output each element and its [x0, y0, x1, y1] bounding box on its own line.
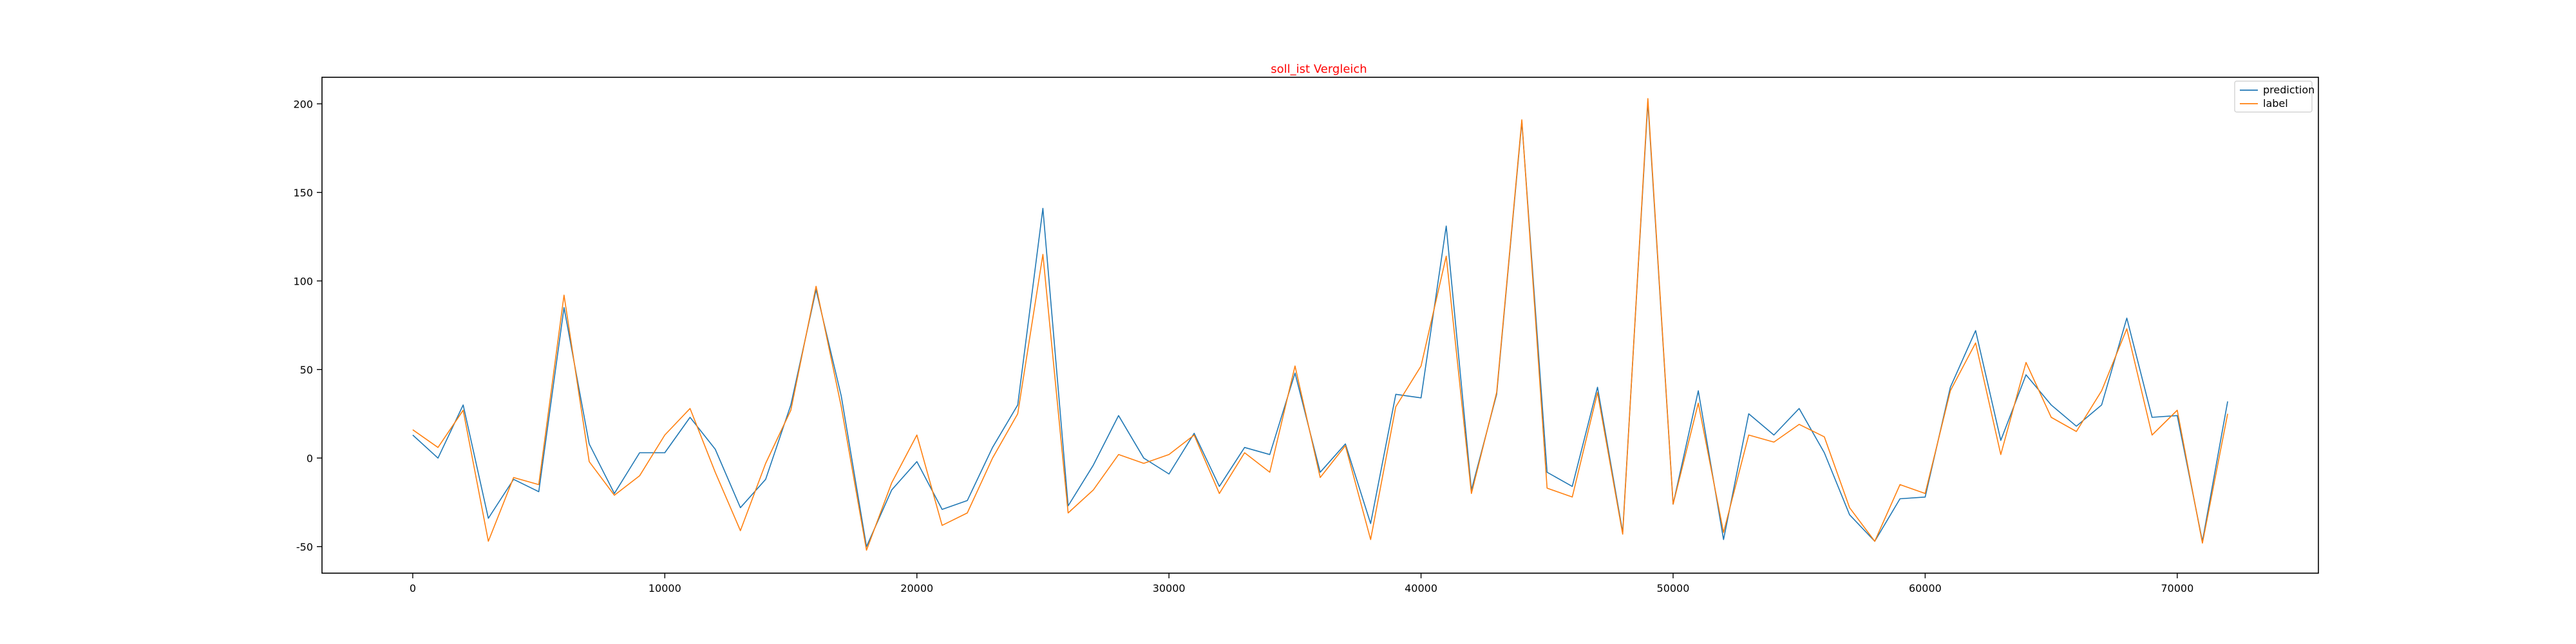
x-tick-label: 30000	[1153, 582, 1186, 594]
legend-box	[2234, 80, 2313, 113]
series-line-label	[412, 98, 2228, 551]
x-tick-label: 10000	[649, 582, 681, 594]
chart-title: soll_ist Vergleich	[1271, 62, 1367, 76]
y-tick-label: 0	[307, 452, 313, 464]
y-tick-label: 200	[293, 98, 313, 110]
x-tick-label: 20000	[900, 582, 933, 594]
x-tick-label: 70000	[2161, 582, 2193, 594]
x-axis: 0 10000 20000 30000 40000 50000 60000 70000	[410, 573, 2193, 594]
plot-frame	[321, 77, 2319, 574]
series-layer	[412, 98, 2228, 551]
y-tick-label: -50	[296, 541, 313, 553]
x-tick-label: 0	[410, 582, 416, 594]
legend-label-label: label	[2263, 97, 2288, 109]
y-tick-label: 50	[300, 364, 313, 376]
x-tick-label: 60000	[1909, 582, 1942, 594]
y-axis: -50 0 50 100 150 200	[293, 98, 322, 553]
legend-label-prediction: prediction	[2263, 84, 2315, 96]
y-tick-label: 100	[293, 275, 313, 287]
y-tick-label: 150	[293, 187, 313, 199]
x-tick-label: 50000	[1657, 582, 1690, 594]
series-line-prediction	[412, 101, 2228, 547]
x-tick-label: 40000	[1405, 582, 1437, 594]
